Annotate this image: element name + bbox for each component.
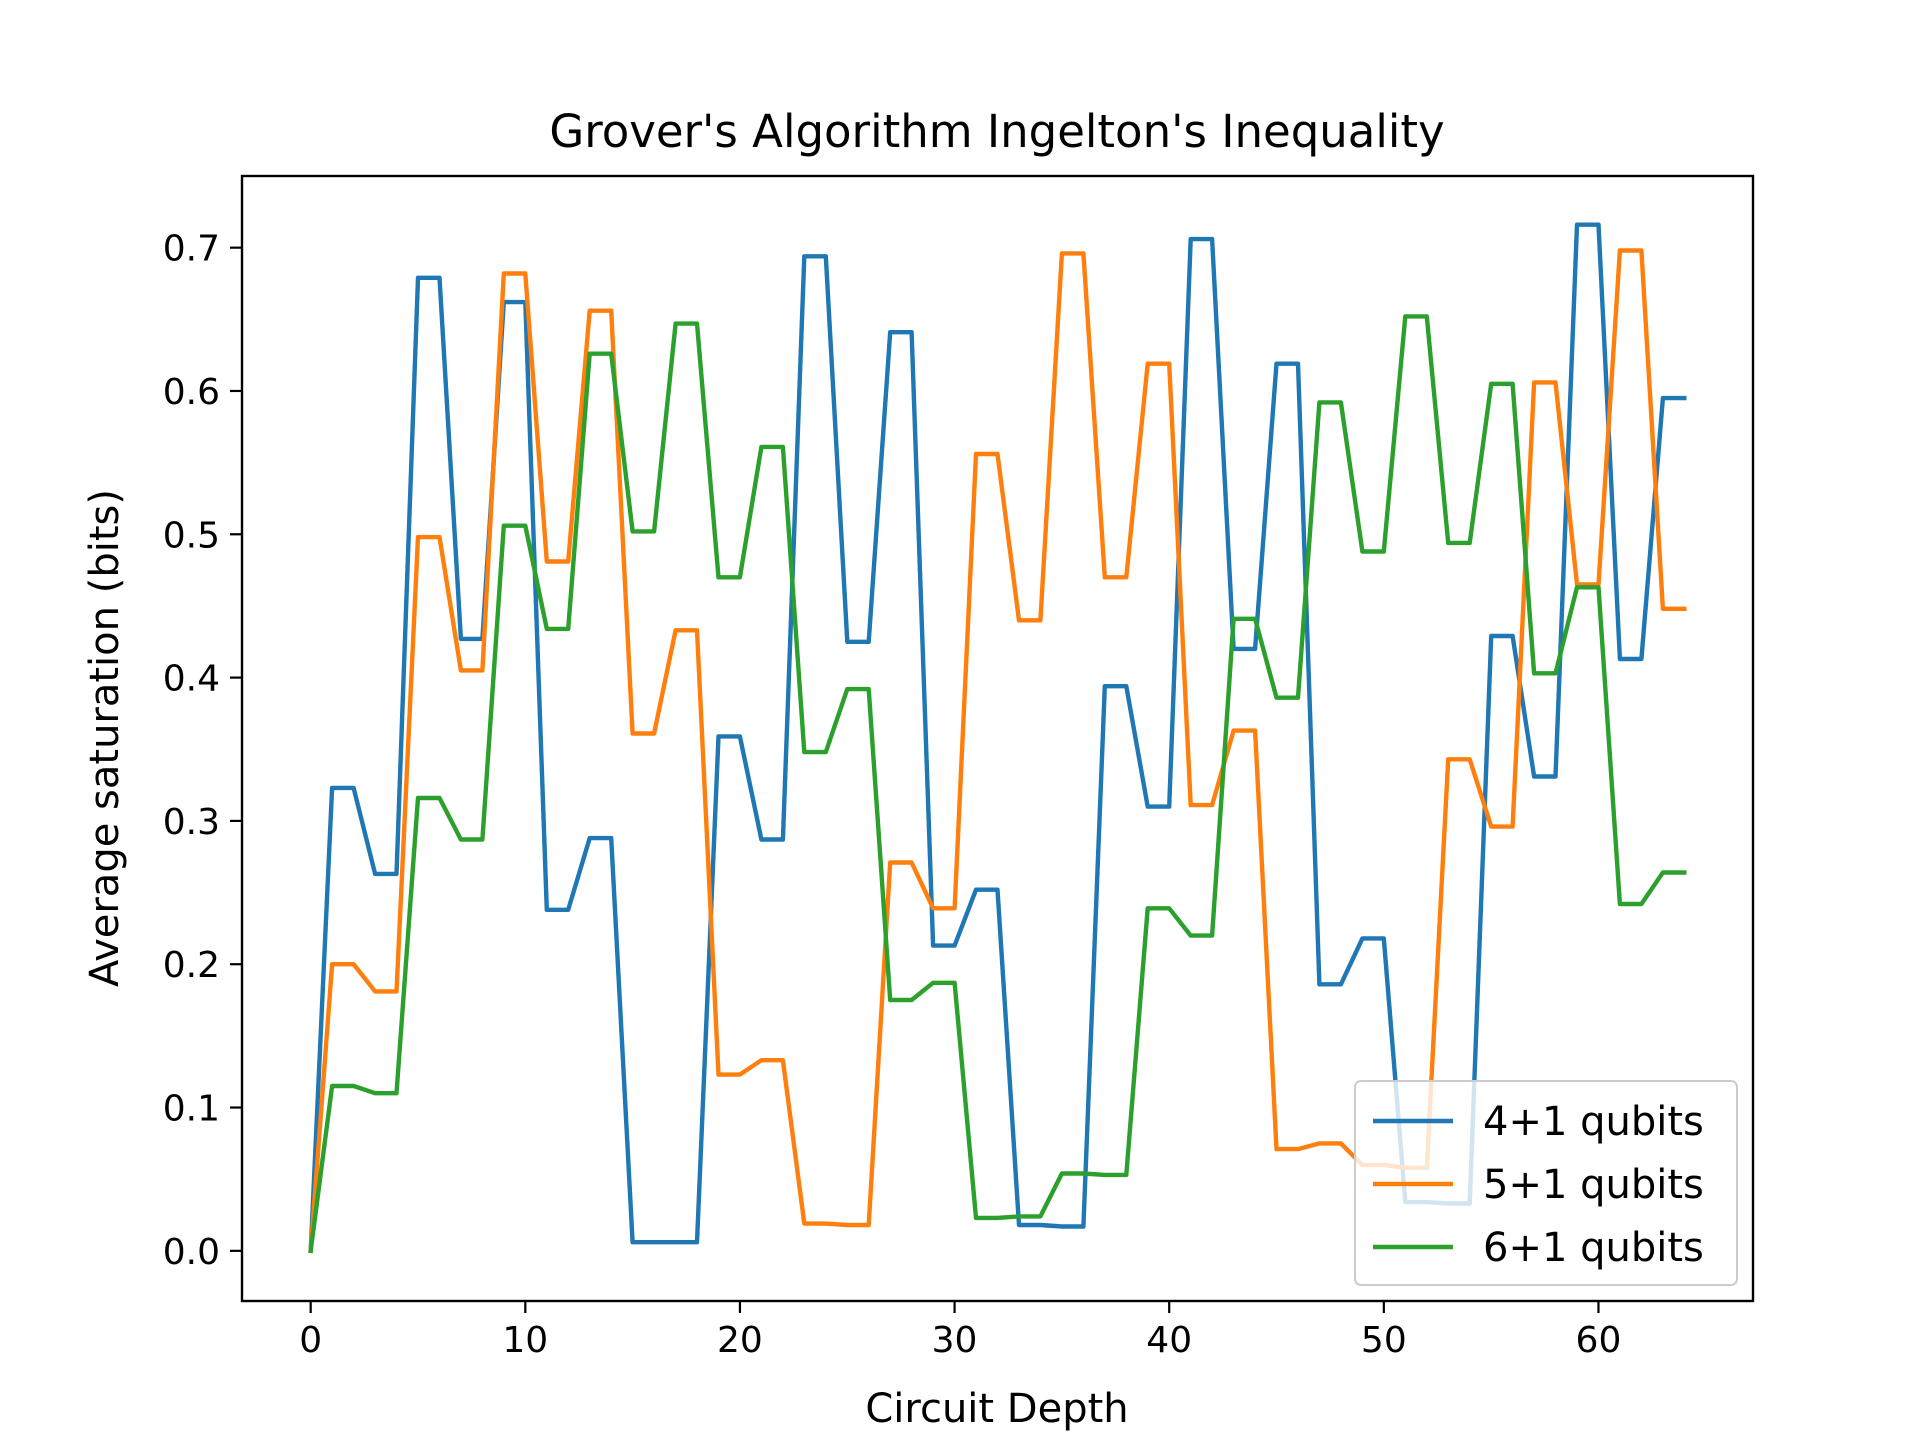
- y-tick-label: 0.5: [163, 515, 220, 556]
- x-tick-label: 20: [717, 1320, 763, 1361]
- y-tick-label: 0.6: [163, 372, 220, 413]
- y-tick-label: 0.1: [163, 1089, 220, 1130]
- x-tick-label: 10: [502, 1320, 548, 1361]
- legend-label-1: 4+1 qubits: [1483, 1099, 1704, 1145]
- legend-label-3: 6+1 qubits: [1483, 1225, 1704, 1271]
- y-axis: 0.0 0.1 0.2 0.3 0.4 0.5 0.6 0.7: [163, 229, 242, 1273]
- y-axis-label: Average saturation (bits): [82, 489, 128, 987]
- x-tick-label: 50: [1361, 1320, 1407, 1361]
- y-tick-label: 0.2: [163, 945, 220, 986]
- y-tick-label: 0.0: [163, 1232, 220, 1273]
- plot-frame: [240, 174, 1755, 1303]
- x-tick-label: 60: [1576, 1320, 1622, 1361]
- y-tick-label: 0.3: [163, 802, 220, 843]
- x-axis-label: Circuit Depth: [865, 1386, 1128, 1432]
- x-tick-label: 30: [932, 1320, 978, 1361]
- x-tick-label: 0: [299, 1320, 322, 1361]
- series-line-3: [308, 314, 1687, 1254]
- legend-label-2: 5+1 qubits: [1483, 1162, 1704, 1208]
- legend: 4+1 qubits 5+1 qubits 6+1 qubits: [1354, 1080, 1738, 1286]
- series-line-2: [308, 248, 1687, 1254]
- y-tick-label: 0.4: [163, 659, 220, 700]
- x-axis: 0 10 20 30 40 50 60: [299, 1301, 1621, 1361]
- y-tick-label: 0.7: [163, 229, 220, 270]
- legend-box: [1354, 1080, 1738, 1286]
- chart-title: Grover's Algorithm Ingelton's Inequality: [549, 105, 1444, 158]
- x-tick-label: 40: [1146, 1320, 1192, 1361]
